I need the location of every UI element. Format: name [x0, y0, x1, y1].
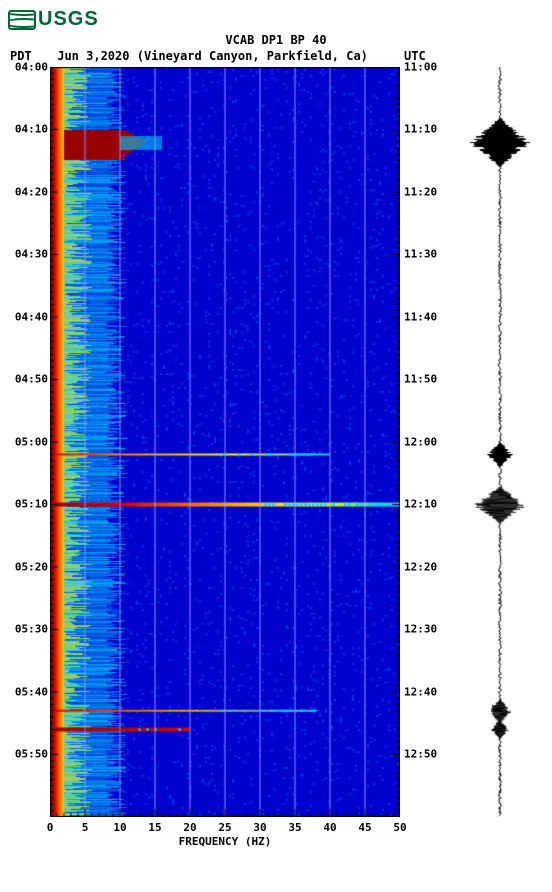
ytick-right: 12:10 [404, 498, 437, 511]
plot-area: 04:0004:1004:2004:3004:4004:5005:0005:10… [0, 67, 552, 867]
seismogram [460, 67, 540, 817]
chart-title: VCAB DP1 BP 40 [0, 33, 552, 47]
ytick-right: 12:40 [404, 685, 437, 698]
ytick-left: 04:00 [15, 60, 48, 73]
ytick-left: 04:20 [15, 185, 48, 198]
spectrogram [50, 67, 400, 817]
xtick: 45 [358, 821, 371, 834]
xtick: 30 [253, 821, 266, 834]
xtick: 50 [393, 821, 406, 834]
ytick-right: 12:00 [404, 435, 437, 448]
xtick: 40 [323, 821, 336, 834]
ytick-right: 11:50 [404, 373, 437, 386]
xtick: 25 [218, 821, 231, 834]
ytick-left: 05:20 [15, 560, 48, 573]
usgs-logo: USGS [0, 0, 552, 33]
wave-icon [8, 10, 36, 30]
ytick-right: 11:40 [404, 310, 437, 323]
ytick-left: 04:50 [15, 373, 48, 386]
ytick-right: 12:20 [404, 560, 437, 573]
y-axis-left: 04:0004:1004:2004:3004:4004:5005:0005:10… [8, 67, 48, 817]
xtick: 0 [47, 821, 54, 834]
x-axis-label: FREQUENCY (HZ) [50, 835, 400, 848]
ytick-left: 05:40 [15, 685, 48, 698]
ytick-left: 05:50 [15, 748, 48, 761]
ytick-left: 05:10 [15, 498, 48, 511]
location-label: (Vineyard Canyon, Parkfield, Ca) [137, 49, 368, 63]
x-axis: FREQUENCY (HZ) 05101520253035404550 [50, 817, 400, 857]
chart-subtitle: PDT Jun 3,2020 (Vineyard Canyon, Parkfie… [0, 47, 552, 63]
y-axis-right: 11:0011:1011:2011:3011:4011:5012:0012:10… [404, 67, 444, 817]
xtick: 15 [148, 821, 161, 834]
ytick-right: 12:50 [404, 748, 437, 761]
ytick-left: 04:40 [15, 310, 48, 323]
ytick-left: 04:10 [15, 123, 48, 136]
xtick: 10 [113, 821, 126, 834]
ytick-right: 12:30 [404, 623, 437, 636]
ytick-left: 04:30 [15, 248, 48, 261]
logo-text: USGS [38, 8, 99, 31]
ytick-left: 05:00 [15, 435, 48, 448]
xtick: 35 [288, 821, 301, 834]
ytick-right: 11:30 [404, 248, 437, 261]
ytick-right: 11:20 [404, 185, 437, 198]
ytick-right: 11:10 [404, 123, 437, 136]
ytick-left: 05:30 [15, 623, 48, 636]
date-label: Jun 3,2020 [57, 49, 129, 63]
xtick: 20 [183, 821, 196, 834]
xtick: 5 [82, 821, 89, 834]
ytick-right: 11:00 [404, 60, 437, 73]
